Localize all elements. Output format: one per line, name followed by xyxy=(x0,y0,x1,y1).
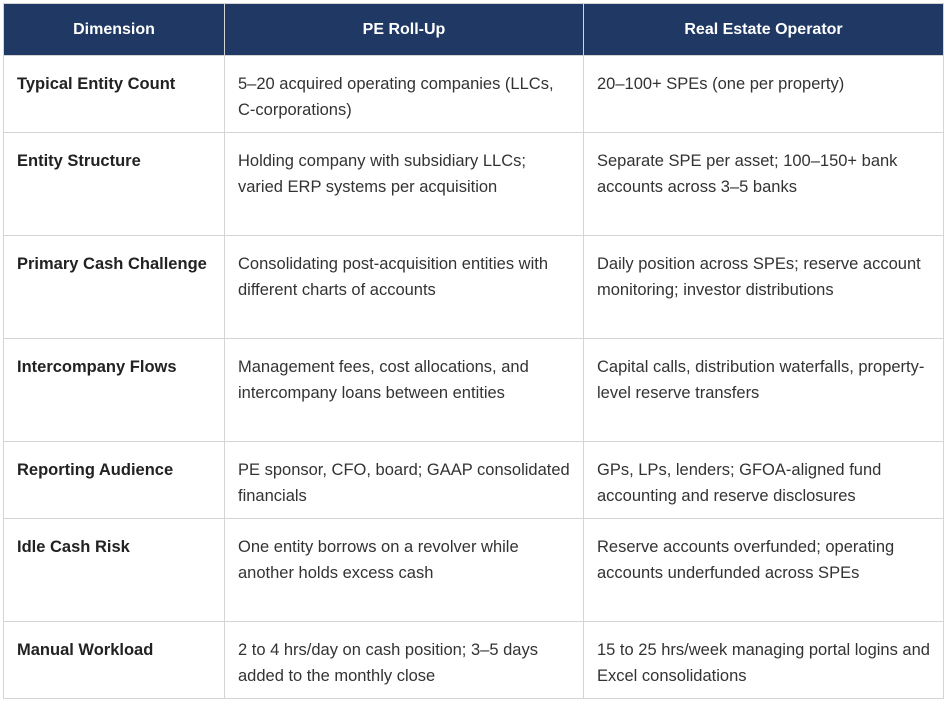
table-cell: Daily position across SPEs; reserve acco… xyxy=(583,235,944,339)
table-cell: Holding company with subsidiary LLCs; va… xyxy=(224,132,584,236)
comparison-table: Dimension PE Roll-Up Real Estate Operator … xyxy=(3,3,944,699)
table-cell: 5–20 acquired operating companies (LLCs,… xyxy=(224,55,584,133)
table-row: Reporting Audience PE sponsor, CFO, board… xyxy=(3,441,944,519)
table-cell: Management fees, cost allocations, and i… xyxy=(224,338,584,442)
table-cell: 15 to 25 hrs/week managing portal logins… xyxy=(583,621,944,699)
table-row: Manual Workload 2 to 4 hrs/day on cash po… xyxy=(3,621,944,699)
row-label: Primary Cash Challenge xyxy=(3,235,225,339)
table-row: Idle Cash Risk One entity borrows on a re… xyxy=(3,518,944,622)
row-label: Reporting Audience xyxy=(3,441,225,519)
table-cell: Separate SPE per asset; 100–150+ bank ac… xyxy=(583,132,944,236)
table-cell: Capital calls, distribution waterfalls, … xyxy=(583,338,944,442)
table-row: Entity Structure Holding company with sub… xyxy=(3,132,944,236)
header-row: Dimension PE Roll-Up Real Estate Operator xyxy=(3,3,944,56)
table-cell: Consolidating post-acquisition entities … xyxy=(224,235,584,339)
row-label: Idle Cash Risk xyxy=(3,518,225,622)
table-body: Typical Entity Count 5–20 acquired operat… xyxy=(3,55,944,699)
table-row: Primary Cash Challenge Consolidating post… xyxy=(3,235,944,339)
column-header: Dimension xyxy=(3,3,225,56)
table-cell: One entity borrows on a revolver while a… xyxy=(224,518,584,622)
table-cell: PE sponsor, CFO, board; GAAP consolidate… xyxy=(224,441,584,519)
row-label: Entity Structure xyxy=(3,132,225,236)
table-row: Intercompany Flows Management fees, cost … xyxy=(3,338,944,442)
row-label: Typical Entity Count xyxy=(3,55,225,133)
table-cell: Reserve accounts overfunded; operating a… xyxy=(583,518,944,622)
table-cell: 2 to 4 hrs/day on cash position; 3–5 day… xyxy=(224,621,584,699)
table-row: Typical Entity Count 5–20 acquired operat… xyxy=(3,55,944,133)
row-label: Intercompany Flows xyxy=(3,338,225,442)
row-label: Manual Workload xyxy=(3,621,225,699)
table-cell: GPs, LPs, lenders; GFOA-aligned fund acc… xyxy=(583,441,944,519)
column-header: Real Estate Operator xyxy=(583,3,944,56)
column-header: PE Roll-Up xyxy=(224,3,584,56)
table-cell: 20–100+ SPEs (one per property) xyxy=(583,55,944,133)
